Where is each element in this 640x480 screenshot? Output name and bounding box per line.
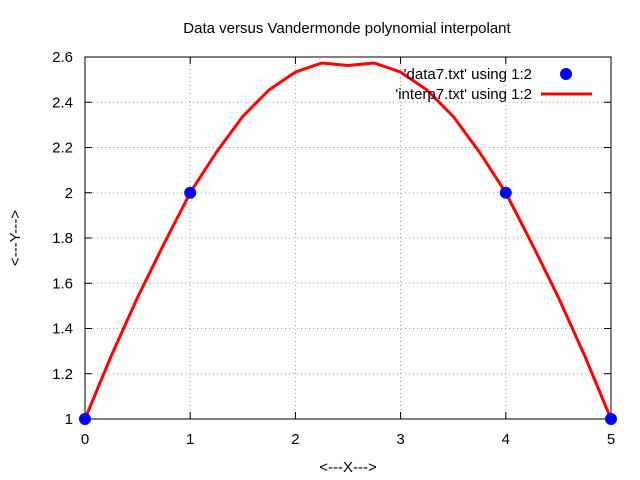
x-tick-label: 5 [607, 431, 615, 448]
y-tick-label: 2.6 [52, 49, 73, 66]
data-point [605, 413, 617, 425]
y-axis-label: <---Y---> [7, 210, 24, 266]
x-tick-label: 3 [396, 431, 404, 448]
legend-label: 'interp7.txt' using 1:2 [395, 86, 532, 103]
x-tick-label: 0 [81, 431, 89, 448]
data-point [79, 413, 91, 425]
axis-ticks: 0 1 2 3 4 511.21.41.61.822.22.42.6 [52, 49, 615, 448]
y-tick-label: 2 [65, 185, 73, 202]
x-tick-label: 2 [291, 431, 299, 448]
legend-label: 'data7.txt' using 1:2 [404, 66, 532, 83]
y-tick-label: 1.4 [52, 321, 73, 338]
y-tick-label: 2.4 [52, 94, 73, 111]
data-point [184, 186, 197, 199]
x-tick-label: 4 [502, 431, 510, 448]
y-tick-label: 1.2 [52, 366, 73, 383]
y-tick-label: 1.6 [52, 275, 73, 292]
data-point [499, 186, 512, 199]
legend: 'data7.txt' using 1:2 'interp7.txt' using… [395, 66, 592, 103]
y-tick-label: 1 [65, 411, 73, 428]
y-tick-label: 1.8 [52, 230, 73, 247]
chart-title: Data versus Vandermonde polynomial inter… [183, 20, 511, 37]
series-layer [79, 61, 617, 425]
x-tick-label: 1 [186, 431, 194, 448]
plot-frame [84, 56, 612, 420]
y-tick-label: 2.2 [52, 140, 73, 157]
interp-series-line [83, 61, 613, 420]
grid-lines [85, 57, 611, 419]
x-axis-label: <---X---> [319, 459, 377, 476]
legend-swatch-point [560, 68, 572, 80]
